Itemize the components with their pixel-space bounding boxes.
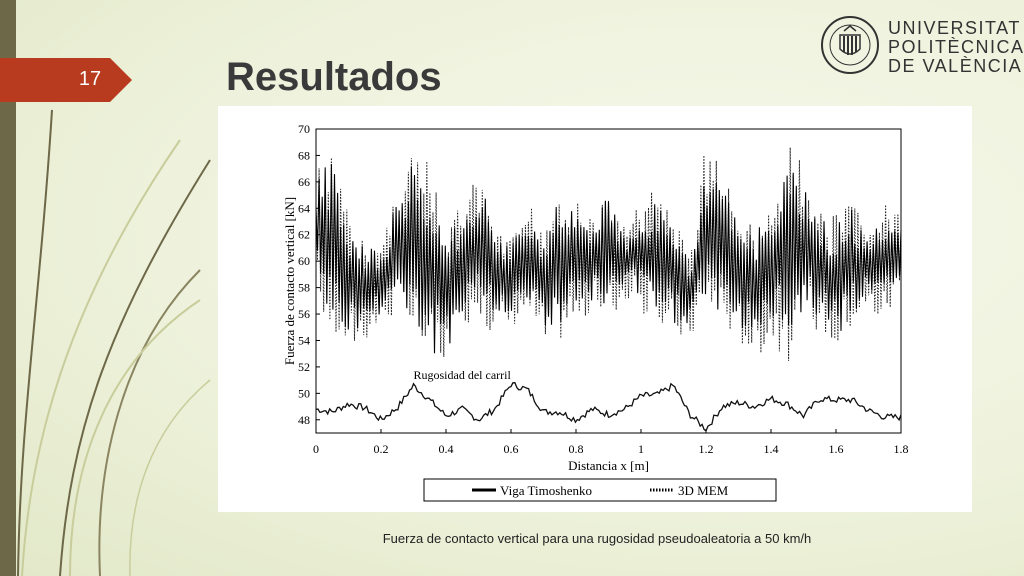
university-name: UNIVERSITAT POLITÈCNICA DE VALÈNCIA <box>888 19 1024 76</box>
y-tick-label: 54 <box>298 333 310 347</box>
slide-title: Resultados <box>226 55 442 99</box>
x-tick-label: 0.2 <box>374 442 389 456</box>
university-seal-icon <box>821 16 879 74</box>
page-number: 17 <box>78 68 102 90</box>
x-tick-label: 1.2 <box>699 442 714 456</box>
page-number-tab: 17 <box>0 58 132 102</box>
x-tick-label: 1.8 <box>894 442 909 456</box>
series-line-3d-mem <box>315 147 902 361</box>
legend-label-viga-timoshenko: Viga Timoshenko <box>500 483 592 498</box>
y-tick-label: 64 <box>298 201 310 215</box>
university-name-line-2: POLITÈCNICA <box>888 37 1024 57</box>
series-line-rugosidad-del-carril <box>315 382 902 433</box>
y-tick-label: 70 <box>298 122 310 136</box>
y-tick-label: 56 <box>298 307 310 321</box>
x-tick-label: 0.8 <box>569 442 584 456</box>
y-tick-label: 52 <box>298 360 310 374</box>
x-tick-label: 0.4 <box>439 442 454 456</box>
y-axis-label: Fuerza de contacto vertical [kN] <box>282 197 297 365</box>
y-tick-label: 58 <box>298 281 310 295</box>
x-tick-label: 1.6 <box>829 442 844 456</box>
y-tick-label: 68 <box>298 148 310 162</box>
university-name-line-1: UNIVERSITAT <box>888 18 1021 38</box>
university-name-line-3: DE VALÈNCIA <box>888 56 1023 76</box>
y-tick-label: 60 <box>298 254 310 268</box>
contact-force-chart: 0 0.2 0.4 0.6 0.8 1 1.2 1.4 1.6 1.8 48 50 52 54 56 58 60… <box>282 122 909 502</box>
x-tick-label: 0 <box>313 442 319 456</box>
chart-legend <box>423 478 777 502</box>
roughness-annotation: Rugosidad del carril <box>414 368 512 382</box>
x-tick-label: 1 <box>638 442 644 456</box>
y-tick-label: 66 <box>298 175 310 189</box>
y-tick-label: 48 <box>298 413 310 427</box>
figure-caption: Fuerza de contacto vertical para una rug… <box>382 531 812 546</box>
chart-figure: 0 0.2 0.4 0.6 0.8 1 1.2 1.4 1.6 1.8 48 50 52 54 56 58 60… <box>218 106 972 512</box>
x-tick-label: 0.6 <box>504 442 519 456</box>
decorative-background-lines <box>0 0 211 576</box>
x-tick-label: 1.4 <box>764 442 779 456</box>
legend-label-3d-mem: 3D MEM <box>678 483 729 498</box>
x-axis-label: Distancia x [m] <box>568 458 649 473</box>
university-logo: UNIVERSITAT POLITÈCNICA DE VALÈNCIA <box>820 15 1023 79</box>
plot-area-frame <box>315 128 902 434</box>
y-tick-label: 62 <box>298 228 310 242</box>
series-line-viga-timoshenko <box>315 163 902 354</box>
y-tick-label: 50 <box>298 386 310 400</box>
